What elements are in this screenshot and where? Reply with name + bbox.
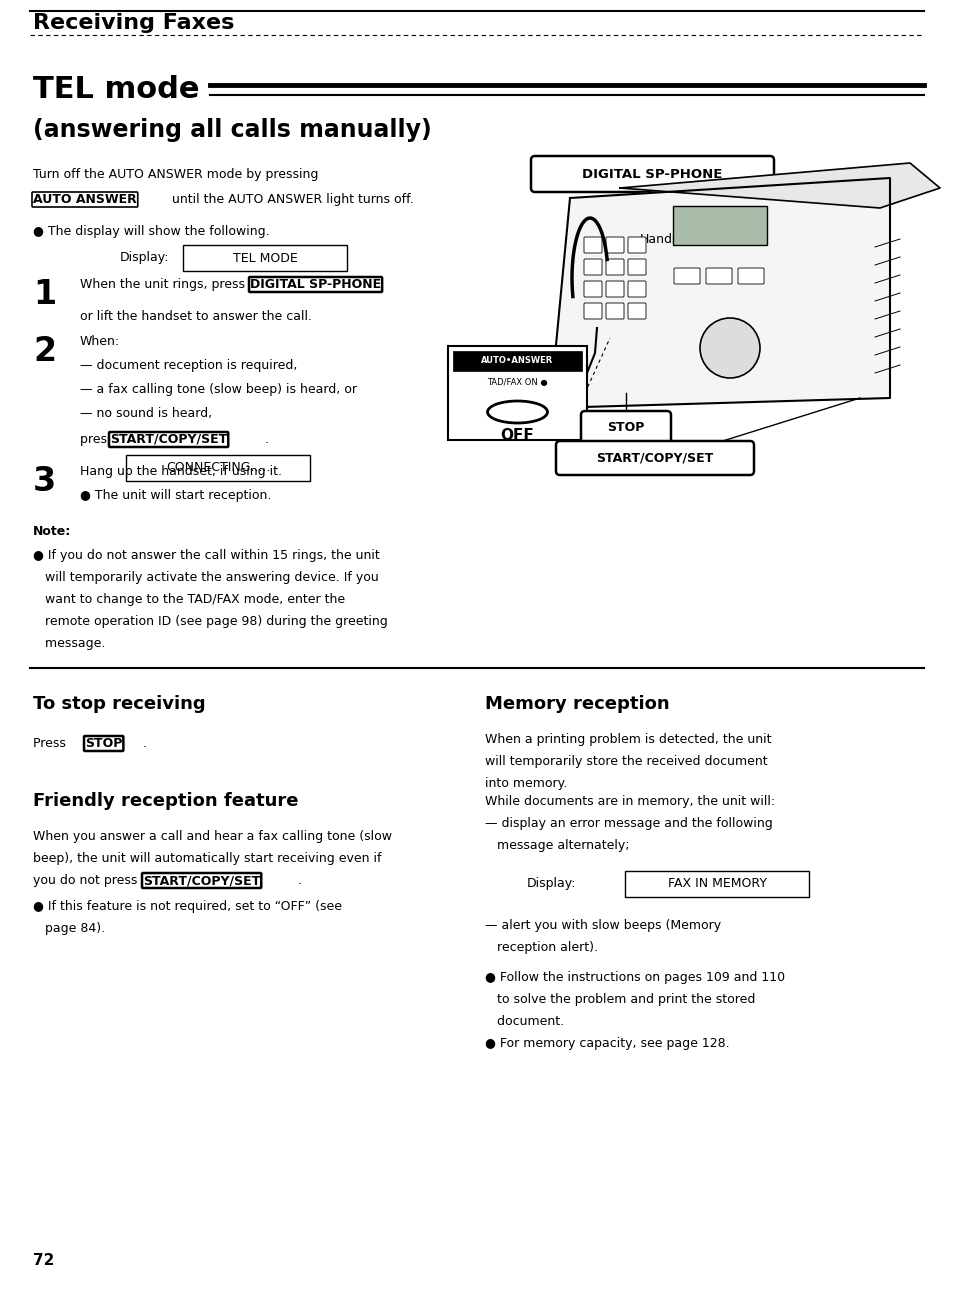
Text: 3: 3 — [33, 465, 56, 498]
Text: DIGITAL SP-PHONE: DIGITAL SP-PHONE — [581, 168, 722, 181]
FancyBboxPatch shape — [627, 259, 645, 275]
Text: ● The unit will start reception.: ● The unit will start reception. — [80, 489, 271, 502]
FancyBboxPatch shape — [183, 245, 347, 271]
Text: (answering all calls manually): (answering all calls manually) — [33, 119, 432, 142]
Text: When the unit rings, press: When the unit rings, press — [80, 278, 249, 291]
Text: 1: 1 — [33, 278, 56, 311]
Text: STOP: STOP — [85, 737, 122, 751]
FancyBboxPatch shape — [580, 410, 670, 446]
FancyBboxPatch shape — [605, 281, 623, 297]
Polygon shape — [550, 179, 889, 408]
Text: message alternately;: message alternately; — [484, 839, 629, 852]
Text: Turn off the AUTO ANSWER mode by pressing: Turn off the AUTO ANSWER mode by pressin… — [33, 168, 318, 181]
Text: — alert you with slow beeps (Memory: — alert you with slow beeps (Memory — [484, 919, 720, 932]
Text: Hang up the handset, if using it.: Hang up the handset, if using it. — [80, 465, 282, 478]
Text: ● The display will show the following.: ● The display will show the following. — [33, 225, 270, 238]
Text: — display an error message and the following: — display an error message and the follo… — [484, 817, 772, 830]
Text: .: . — [297, 874, 302, 887]
Text: To stop receiving: To stop receiving — [33, 694, 206, 713]
Text: ● Follow the instructions on pages 109 and 110: ● Follow the instructions on pages 109 a… — [484, 971, 784, 984]
Text: AUTO ANSWER: AUTO ANSWER — [33, 193, 136, 206]
Text: While documents are in memory, the unit will:: While documents are in memory, the unit … — [484, 795, 774, 808]
Text: — no sound is heard,: — no sound is heard, — [80, 407, 212, 420]
Text: — a fax calling tone (slow beep) is heard, or: — a fax calling tone (slow beep) is hear… — [80, 383, 356, 396]
Text: FAX IN MEMORY: FAX IN MEMORY — [667, 877, 765, 890]
Text: into memory.: into memory. — [484, 777, 567, 790]
Text: CONNECTING.....: CONNECTING..... — [166, 461, 270, 474]
Text: TEL mode: TEL mode — [33, 76, 199, 104]
Text: will temporarily activate the answering device. If you: will temporarily activate the answering … — [33, 571, 378, 584]
Text: or lift the handset to answer the call.: or lift the handset to answer the call. — [80, 310, 312, 323]
FancyBboxPatch shape — [624, 870, 808, 896]
Text: reception alert).: reception alert). — [484, 941, 598, 954]
Text: to solve the problem and print the stored: to solve the problem and print the store… — [484, 993, 755, 1006]
FancyBboxPatch shape — [627, 304, 645, 319]
Text: START/COPY/SET: START/COPY/SET — [143, 874, 260, 887]
Text: 72: 72 — [33, 1253, 54, 1268]
Text: press: press — [80, 433, 117, 446]
Text: page 84).: page 84). — [33, 923, 105, 936]
FancyBboxPatch shape — [673, 268, 700, 284]
Text: AUTO•ANSWER: AUTO•ANSWER — [481, 357, 553, 366]
FancyBboxPatch shape — [448, 347, 586, 440]
Text: Memory reception: Memory reception — [484, 694, 669, 713]
FancyBboxPatch shape — [583, 237, 601, 253]
FancyBboxPatch shape — [583, 304, 601, 319]
Text: ● If you do not answer the call within 15 rings, the unit: ● If you do not answer the call within 1… — [33, 549, 379, 562]
FancyBboxPatch shape — [126, 455, 310, 481]
Text: ● For memory capacity, see page 128.: ● For memory capacity, see page 128. — [484, 1037, 729, 1050]
Text: document.: document. — [484, 1015, 563, 1028]
FancyBboxPatch shape — [605, 304, 623, 319]
Text: Display:: Display: — [526, 877, 576, 890]
FancyBboxPatch shape — [453, 351, 581, 371]
Text: — document reception is required,: — document reception is required, — [80, 360, 297, 371]
Text: message.: message. — [33, 637, 105, 650]
Text: START/COPY/SET: START/COPY/SET — [110, 433, 227, 446]
Text: Friendly reception feature: Friendly reception feature — [33, 792, 298, 810]
FancyBboxPatch shape — [556, 440, 753, 476]
Text: START/COPY/SET: START/COPY/SET — [596, 452, 713, 464]
FancyBboxPatch shape — [672, 206, 766, 245]
Text: When a printing problem is detected, the unit: When a printing problem is detected, the… — [484, 734, 771, 747]
Text: 2: 2 — [33, 335, 56, 367]
Text: When you answer a call and hear a fax calling tone (slow: When you answer a call and hear a fax ca… — [33, 830, 392, 843]
Text: DIGITAL SP-PHONE: DIGITAL SP-PHONE — [250, 278, 381, 291]
Text: ● If this feature is not required, set to “OFF” (see: ● If this feature is not required, set t… — [33, 900, 341, 913]
FancyBboxPatch shape — [705, 268, 731, 284]
FancyBboxPatch shape — [605, 237, 623, 253]
Text: .: . — [265, 433, 269, 446]
Text: remote operation ID (see page 98) during the greeting: remote operation ID (see page 98) during… — [33, 615, 387, 628]
Text: TAD/FAX ON ●: TAD/FAX ON ● — [487, 378, 547, 387]
Text: When:: When: — [80, 335, 120, 348]
FancyBboxPatch shape — [583, 259, 601, 275]
Polygon shape — [619, 163, 939, 208]
Text: beep), the unit will automatically start receiving even if: beep), the unit will automatically start… — [33, 852, 381, 865]
Circle shape — [700, 318, 760, 378]
FancyBboxPatch shape — [605, 259, 623, 275]
Text: TEL MODE: TEL MODE — [233, 251, 297, 265]
Text: .: . — [143, 737, 147, 751]
FancyBboxPatch shape — [583, 281, 601, 297]
Text: you do not press: you do not press — [33, 874, 141, 887]
Text: OFF: OFF — [500, 427, 534, 443]
Text: Handset: Handset — [639, 233, 691, 246]
Text: STOP: STOP — [607, 421, 644, 434]
Text: Press: Press — [33, 737, 70, 751]
Text: want to change to the TAD/FAX mode, enter the: want to change to the TAD/FAX mode, ente… — [33, 593, 345, 606]
Ellipse shape — [487, 401, 547, 423]
Text: Receiving Faxes: Receiving Faxes — [33, 13, 234, 33]
Text: until the AUTO ANSWER light turns off.: until the AUTO ANSWER light turns off. — [172, 193, 414, 206]
FancyBboxPatch shape — [531, 156, 773, 192]
FancyBboxPatch shape — [627, 237, 645, 253]
Text: Note:: Note: — [33, 525, 71, 538]
FancyBboxPatch shape — [627, 281, 645, 297]
FancyBboxPatch shape — [738, 268, 763, 284]
Text: Display:: Display: — [120, 251, 170, 265]
Text: will temporarily store the received document: will temporarily store the received docu… — [484, 754, 767, 767]
